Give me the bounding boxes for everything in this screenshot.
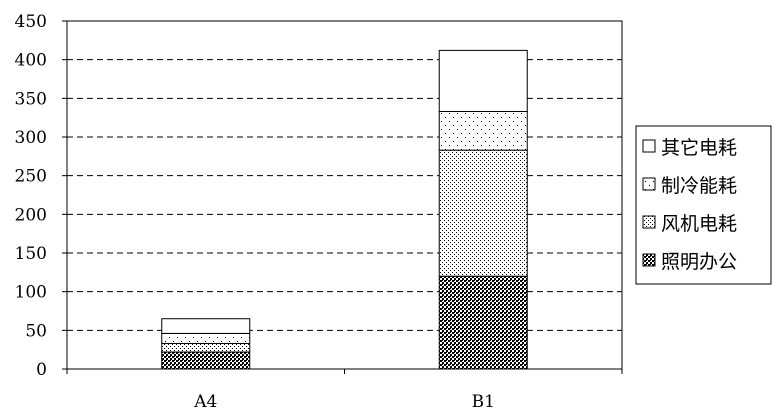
bar-segment — [438, 149, 528, 277]
bar-segment — [161, 342, 251, 353]
x-tick-labels: A4 B1 — [193, 392, 495, 412]
y-tick-label: 350 — [15, 89, 47, 109]
legend-swatch — [642, 253, 656, 267]
legend-label: 照明办公 — [661, 251, 737, 273]
bar-segment — [161, 318, 251, 334]
x-tick-label: B1 — [472, 392, 495, 412]
bar-segment — [438, 49, 528, 112]
y-tick-label: 100 — [15, 283, 47, 303]
plot-frame — [66, 20, 623, 370]
legend-box — [635, 125, 772, 285]
y-tick-label: 150 — [15, 244, 47, 264]
axes — [62, 20, 623, 374]
y-tick-label: 0 — [36, 360, 47, 380]
legend-label: 制冷能耗 — [661, 175, 737, 197]
bar-segment — [161, 351, 251, 370]
y-tick-label: 200 — [15, 205, 47, 225]
bar-segment — [438, 110, 528, 151]
y-tick-label: 300 — [15, 128, 47, 148]
y-tick-label: 50 — [25, 321, 47, 341]
bar-stacks — [161, 49, 528, 370]
x-tick-label: A4 — [193, 392, 217, 412]
bar-segment — [161, 332, 251, 344]
legend-swatch — [642, 139, 656, 153]
y-tick-label: 450 — [15, 12, 47, 32]
legend-label: 其它电耗 — [661, 137, 737, 159]
y-tick-labels: 0 50 100 150 200 250 300 350 400 450 — [15, 12, 47, 380]
y-tick-label: 400 — [15, 51, 47, 71]
legend-swatch — [642, 215, 656, 229]
bar-segment — [438, 275, 528, 370]
legend-swatch — [642, 177, 656, 191]
gridlines — [67, 59, 622, 331]
y-tick-label: 250 — [15, 167, 47, 187]
legend-label: 风机电耗 — [661, 213, 737, 235]
